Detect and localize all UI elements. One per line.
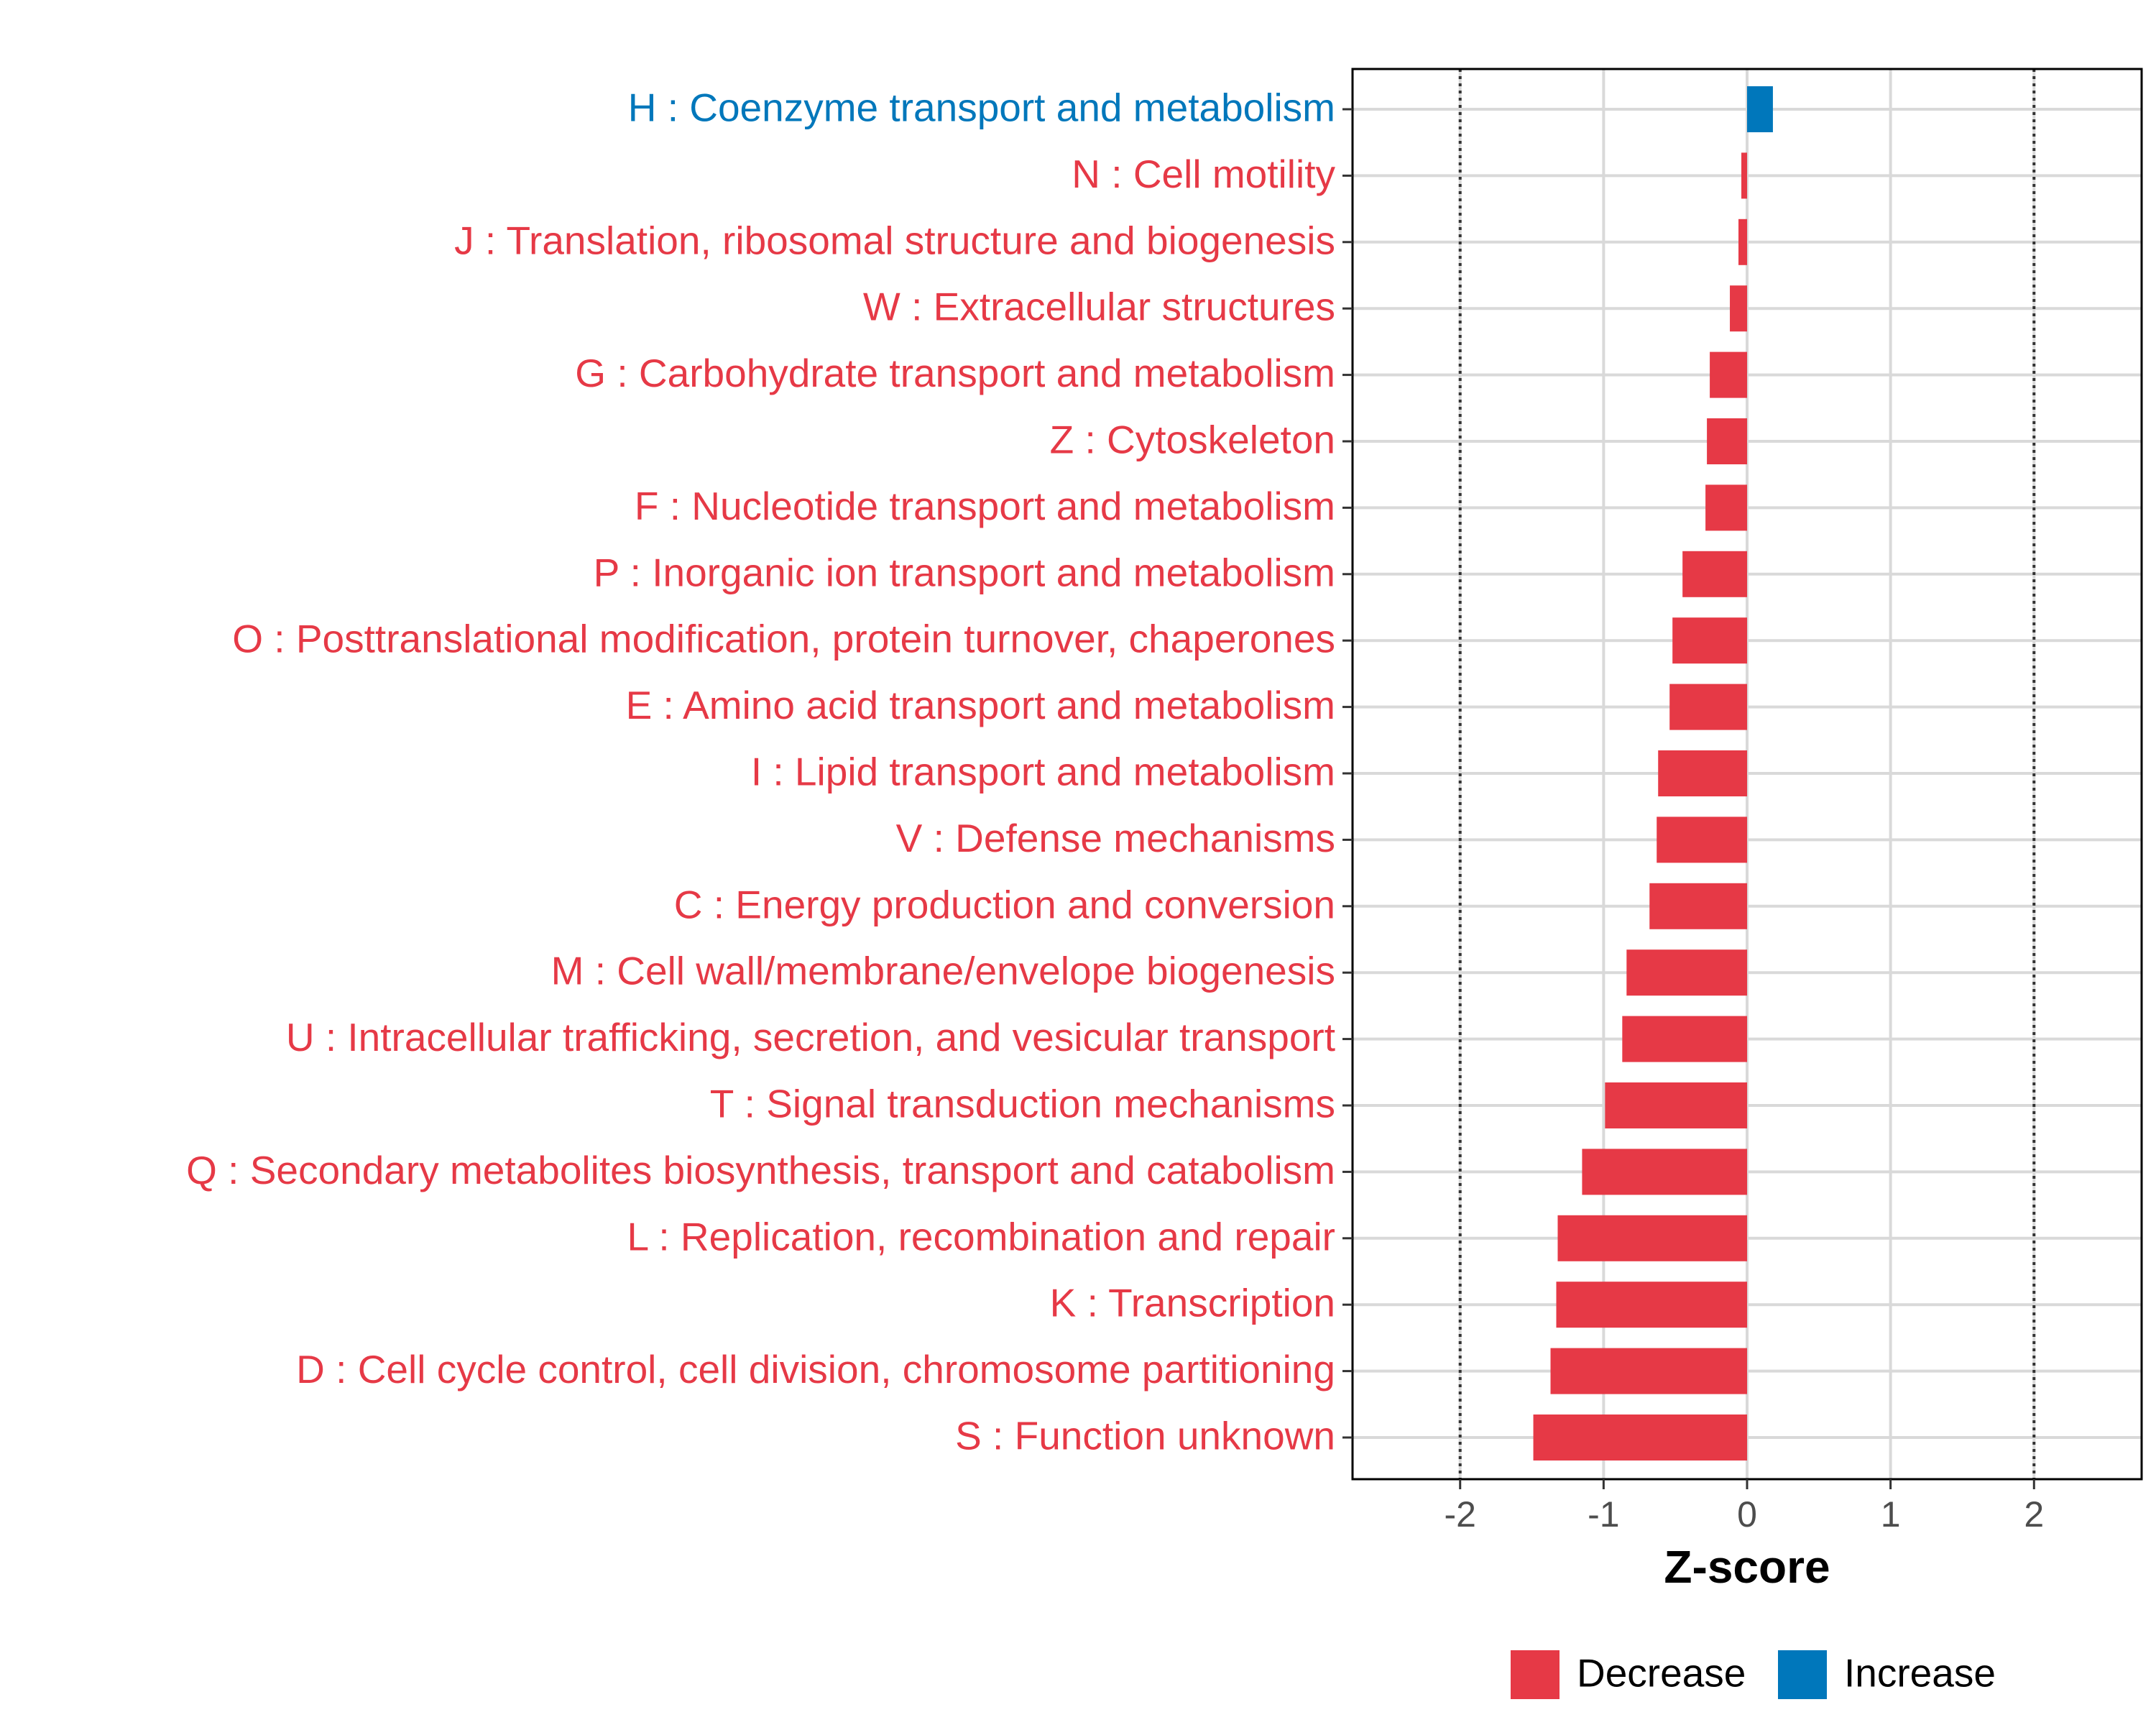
category-label: Z : Cytoskeleton xyxy=(1050,418,1335,462)
category-label: C : Energy production and conversion xyxy=(674,882,1335,926)
x-tick-label: 1 xyxy=(1881,1494,1901,1535)
bar xyxy=(1533,1414,1747,1460)
category-label: E : Amino acid transport and metabolism xyxy=(626,683,1335,727)
bar xyxy=(1649,883,1747,929)
bar xyxy=(1669,684,1747,730)
bar xyxy=(1657,816,1747,863)
category-label: H : Coenzyme transport and metabolism xyxy=(628,86,1335,130)
x-tick-label: 2 xyxy=(2024,1494,2044,1535)
y-axis-ticks xyxy=(1342,108,1353,1439)
category-label: L : Replication, recombination and repai… xyxy=(627,1214,1335,1259)
legend-label: Decrease xyxy=(1577,1651,1746,1696)
category-label: O : Posttranslational modification, prot… xyxy=(232,617,1335,661)
bar xyxy=(1710,351,1747,398)
category-label: I : Lipid transport and metabolism xyxy=(751,750,1335,794)
bar-layer xyxy=(1533,86,1773,1460)
category-label: M : Cell wall/membrane/envelope biogenes… xyxy=(551,949,1335,993)
bar xyxy=(1556,1282,1747,1328)
bar xyxy=(1550,1348,1747,1394)
category-label: D : Cell cycle control, cell division, c… xyxy=(296,1347,1335,1392)
x-tick-label: -1 xyxy=(1588,1494,1619,1535)
bar xyxy=(1626,949,1747,996)
x-axis-title: Z-score xyxy=(1664,1541,1830,1593)
bar xyxy=(1738,218,1747,265)
category-label: U : Intracellular trafficking, secretion… xyxy=(286,1015,1335,1059)
legend: Decrease Increase xyxy=(1511,1650,1996,1699)
reference-lines xyxy=(1458,69,2036,1479)
bar xyxy=(1730,285,1747,332)
bar xyxy=(1557,1215,1747,1261)
category-label: S : Function unknown xyxy=(955,1414,1335,1458)
x-axis-ticks: -2 -1 0 1 2 xyxy=(1444,1479,2044,1535)
legend-swatch xyxy=(1778,1650,1827,1699)
category-label: P : Inorganic ion transport and metaboli… xyxy=(594,550,1335,594)
category-labels: H : Coenzyme transport and metabolism N :… xyxy=(186,86,1335,1458)
bar xyxy=(1747,86,1773,132)
bar xyxy=(1707,418,1747,464)
category-label: T : Signal transduction mechanisms xyxy=(710,1082,1335,1126)
bar xyxy=(1672,617,1747,664)
category-label: F : Nucleotide transport and metabolism xyxy=(635,484,1335,528)
x-tick-label: 0 xyxy=(1737,1494,1757,1535)
category-label: W : Extracellular structures xyxy=(863,285,1335,329)
bar xyxy=(1741,152,1747,199)
category-label: J : Translation, ribosomal structure and… xyxy=(454,218,1335,262)
category-label: K : Transcription xyxy=(1050,1281,1335,1325)
category-label: G : Carbohydrate transport and metabolis… xyxy=(575,351,1335,395)
bar xyxy=(1605,1082,1747,1128)
bar xyxy=(1658,750,1747,796)
x-tick-label: -2 xyxy=(1444,1494,1475,1535)
category-label: Q : Secondary metabolites biosynthesis, … xyxy=(186,1148,1335,1192)
bar xyxy=(1705,484,1747,531)
bar xyxy=(1582,1149,1747,1195)
category-label: V : Defense mechanisms xyxy=(896,816,1335,860)
legend-label: Increase xyxy=(1844,1651,1996,1696)
legend-swatch xyxy=(1511,1650,1560,1699)
bar xyxy=(1622,1016,1747,1062)
category-label: N : Cell motility xyxy=(1072,152,1335,196)
bar xyxy=(1682,551,1747,597)
